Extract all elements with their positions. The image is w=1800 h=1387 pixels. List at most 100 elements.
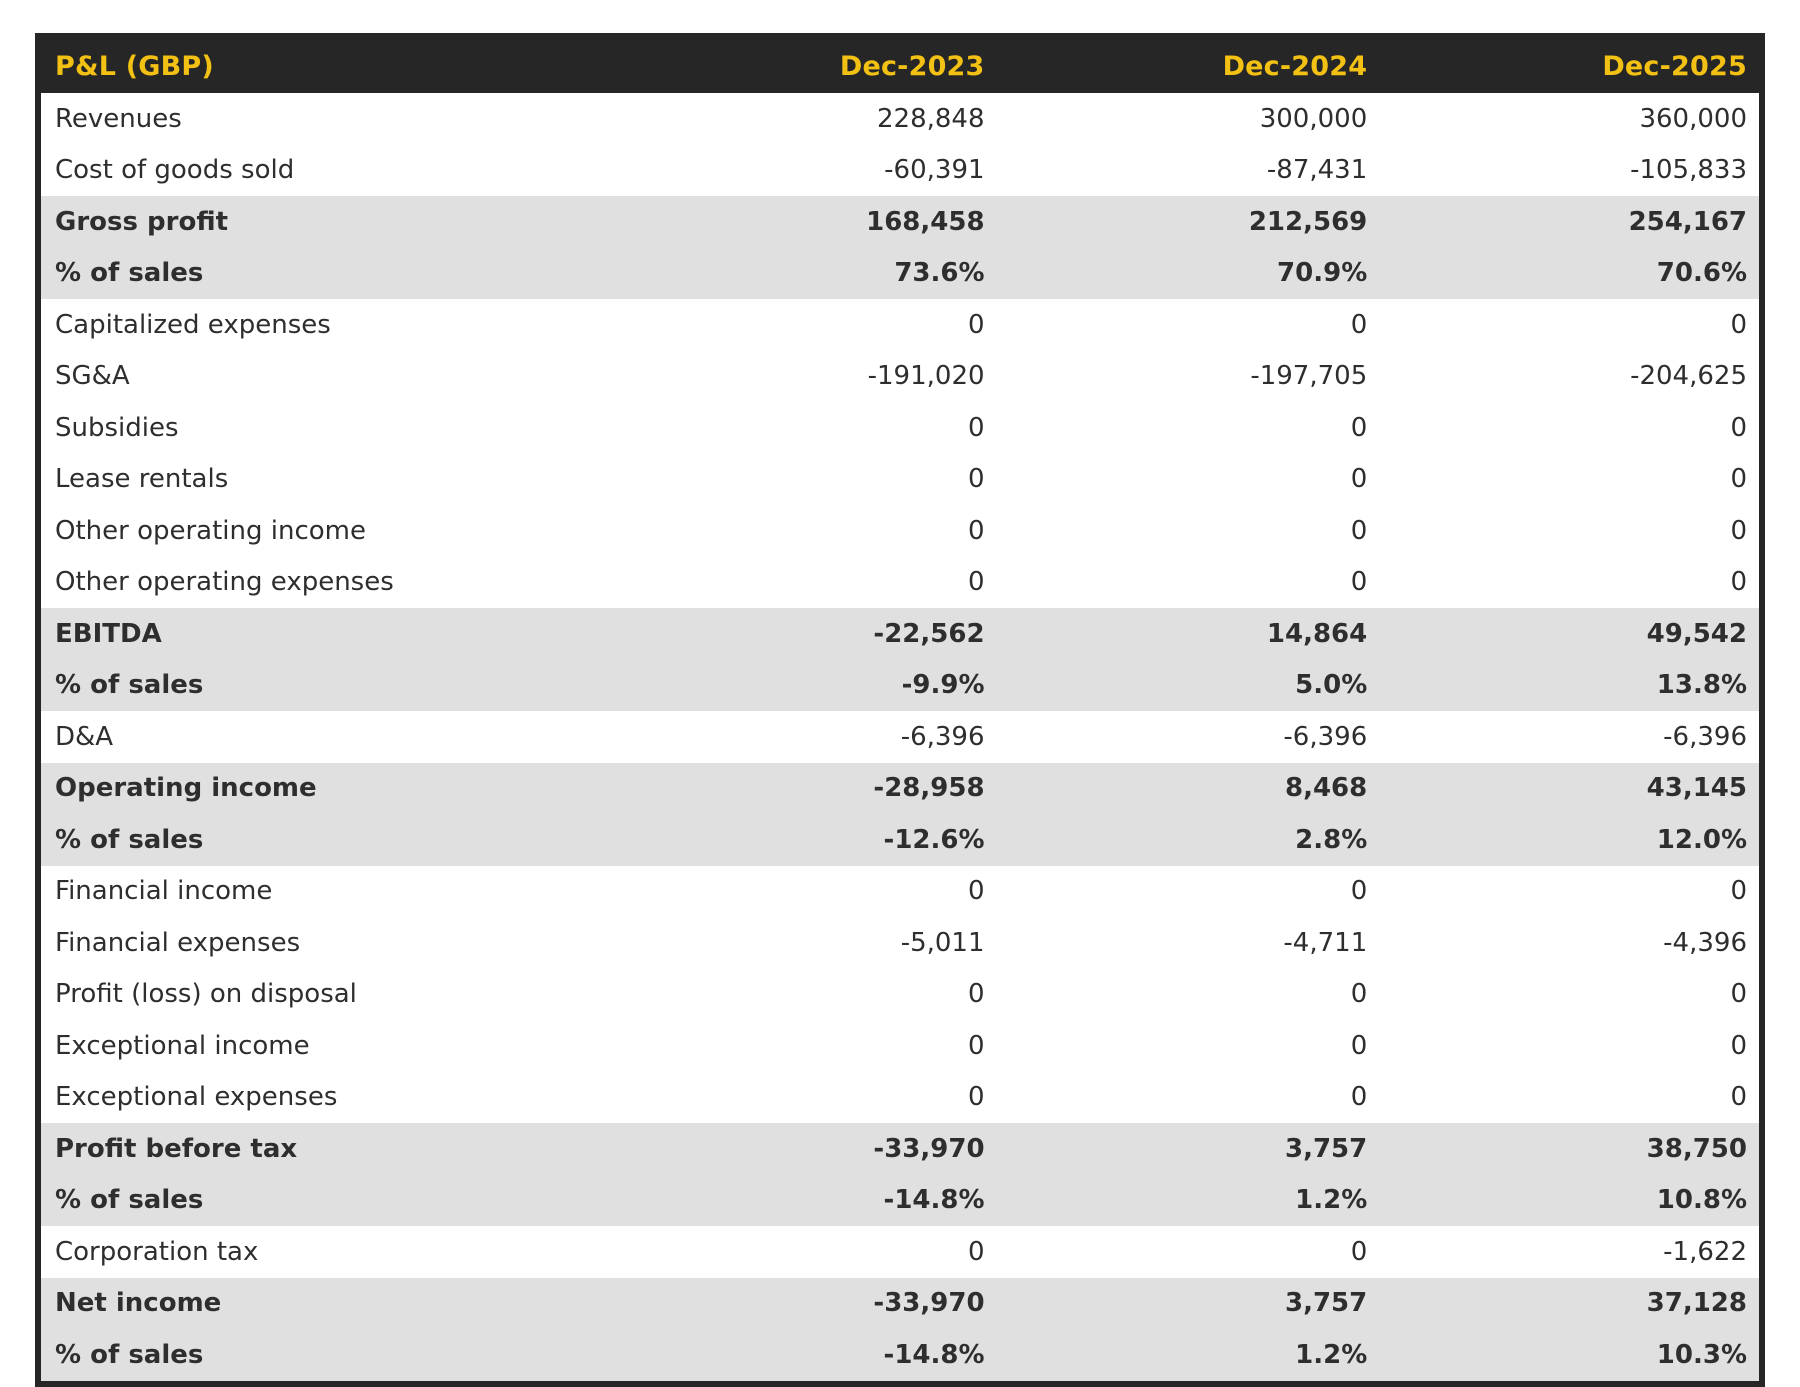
cell-value: 168,458 — [613, 196, 997, 248]
cell-value: 0 — [996, 556, 1380, 608]
cell-value: 0 — [1379, 1020, 1762, 1072]
cell-value: 0 — [996, 1071, 1380, 1123]
cell-value: -105,833 — [1379, 144, 1762, 196]
cell-value: 10.3% — [1379, 1329, 1762, 1384]
cell-value: 0 — [613, 505, 997, 557]
row-label: Exceptional income — [38, 1020, 614, 1072]
cell-value: 254,167 — [1379, 196, 1762, 248]
cell-value: -22,562 — [613, 608, 997, 660]
cell-value: 3,757 — [996, 1123, 1380, 1175]
cell-value: -9.9% — [613, 659, 997, 711]
table-row: Exceptional expenses 0 0 0 — [38, 1071, 1762, 1123]
row-label: Net income — [38, 1277, 614, 1329]
table-row: Subsidies 0 0 0 — [38, 402, 1762, 454]
table-row: Cost of goods sold -60,391 -87,431 -105,833 — [38, 144, 1762, 196]
table-row: Other operating expenses 0 0 0 — [38, 556, 1762, 608]
row-label: Operating income — [38, 762, 614, 814]
cell-value: 300,000 — [996, 93, 1380, 145]
table-row: Gross profit 168,458 212,569 254,167 — [38, 196, 1762, 248]
row-label: Profit (loss) on disposal — [38, 968, 614, 1020]
cell-value: 0 — [996, 865, 1380, 917]
table-row: Profit (loss) on disposal 0 0 0 — [38, 968, 1762, 1020]
table-row: Corporation tax 0 0 -1,622 — [38, 1226, 1762, 1278]
cell-value: 0 — [1379, 556, 1762, 608]
table-row: Net income -33,970 3,757 37,128 — [38, 1277, 1762, 1329]
table-row: Exceptional income 0 0 0 — [38, 1020, 1762, 1072]
cell-value: -28,958 — [613, 762, 997, 814]
cell-value: 0 — [996, 453, 1380, 505]
cell-value: 0 — [613, 1226, 997, 1278]
row-label: Revenues — [38, 93, 614, 145]
cell-value: 37,128 — [1379, 1277, 1762, 1329]
table-row: % of sales -14.8% 1.2% 10.8% — [38, 1174, 1762, 1226]
column-header-dec-2024: Dec-2024 — [996, 36, 1380, 93]
column-header-dec-2025: Dec-2025 — [1379, 36, 1762, 93]
table-row: Revenues 228,848 300,000 360,000 — [38, 93, 1762, 145]
cell-value: -6,396 — [613, 711, 997, 763]
cell-value: 38,750 — [1379, 1123, 1762, 1175]
table-row: Capitalized expenses 0 0 0 — [38, 299, 1762, 351]
cell-value: -12.6% — [613, 814, 997, 866]
row-label: Capitalized expenses — [38, 299, 614, 351]
cell-value: -33,970 — [613, 1123, 997, 1175]
cell-value: 8,468 — [996, 762, 1380, 814]
header-row: P&L (GBP) Dec-2023 Dec-2024 Dec-2025 — [38, 36, 1762, 93]
cell-value: 0 — [613, 453, 997, 505]
row-label: % of sales — [38, 659, 614, 711]
row-label: Lease rentals — [38, 453, 614, 505]
table-row: D&A -6,396 -6,396 -6,396 — [38, 711, 1762, 763]
cell-value: -4,396 — [1379, 917, 1762, 969]
cell-value: 0 — [613, 1071, 997, 1123]
pnl-table-container: P&L (GBP) Dec-2023 Dec-2024 Dec-2025 Rev… — [35, 33, 1765, 1387]
table-row: % of sales -12.6% 2.8% 12.0% — [38, 814, 1762, 866]
cell-value: 12.0% — [1379, 814, 1762, 866]
table-title: P&L (GBP) — [38, 36, 614, 93]
cell-value: 3,757 — [996, 1277, 1380, 1329]
cell-value: -197,705 — [996, 350, 1380, 402]
row-label: Other operating expenses — [38, 556, 614, 608]
row-label: Profit before tax — [38, 1123, 614, 1175]
cell-value: 0 — [1379, 865, 1762, 917]
cell-value: 73.6% — [613, 247, 997, 299]
row-label: Financial income — [38, 865, 614, 917]
cell-value: 14,864 — [996, 608, 1380, 660]
cell-value: -87,431 — [996, 144, 1380, 196]
cell-value: 5.0% — [996, 659, 1380, 711]
cell-value: 0 — [613, 865, 997, 917]
row-label: % of sales — [38, 1329, 614, 1384]
cell-value: 13.8% — [1379, 659, 1762, 711]
cell-value: -60,391 — [613, 144, 997, 196]
row-label: % of sales — [38, 247, 614, 299]
pnl-table: P&L (GBP) Dec-2023 Dec-2024 Dec-2025 Rev… — [35, 33, 1765, 1387]
cell-value: 10.8% — [1379, 1174, 1762, 1226]
table-row: Profit before tax -33,970 3,757 38,750 — [38, 1123, 1762, 1175]
cell-value: -191,020 — [613, 350, 997, 402]
row-label: Corporation tax — [38, 1226, 614, 1278]
table-row: % of sales -14.8% 1.2% 10.3% — [38, 1329, 1762, 1384]
cell-value: 0 — [996, 1020, 1380, 1072]
cell-value: 70.9% — [996, 247, 1380, 299]
cell-value: 0 — [1379, 1071, 1762, 1123]
cell-value: -204,625 — [1379, 350, 1762, 402]
cell-value: -6,396 — [996, 711, 1380, 763]
table-row: SG&A -191,020 -197,705 -204,625 — [38, 350, 1762, 402]
cell-value: -6,396 — [1379, 711, 1762, 763]
table-row: Financial income 0 0 0 — [38, 865, 1762, 917]
cell-value: 212,569 — [996, 196, 1380, 248]
cell-value: 0 — [613, 299, 997, 351]
row-label: Exceptional expenses — [38, 1071, 614, 1123]
column-header-dec-2023: Dec-2023 — [613, 36, 997, 93]
cell-value: 1.2% — [996, 1174, 1380, 1226]
row-label: Financial expenses — [38, 917, 614, 969]
cell-value: 0 — [996, 968, 1380, 1020]
cell-value: 1.2% — [996, 1329, 1380, 1384]
cell-value: 0 — [613, 968, 997, 1020]
cell-value: 0 — [996, 505, 1380, 557]
cell-value: -33,970 — [613, 1277, 997, 1329]
cell-value: 0 — [613, 402, 997, 454]
row-label: % of sales — [38, 814, 614, 866]
cell-value: 0 — [1379, 299, 1762, 351]
table-row: % of sales 73.6% 70.9% 70.6% — [38, 247, 1762, 299]
row-label: SG&A — [38, 350, 614, 402]
row-label: % of sales — [38, 1174, 614, 1226]
